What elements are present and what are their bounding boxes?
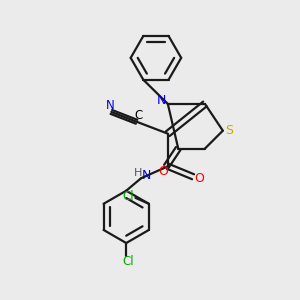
- Text: N: N: [142, 169, 151, 182]
- Text: S: S: [225, 124, 233, 137]
- Text: Cl: Cl: [122, 190, 134, 203]
- Text: O: O: [158, 165, 168, 178]
- Text: C: C: [134, 109, 142, 122]
- Text: Cl: Cl: [122, 255, 134, 268]
- Text: H: H: [134, 168, 142, 178]
- Text: N: N: [157, 94, 166, 107]
- Text: O: O: [195, 172, 205, 185]
- Text: N: N: [106, 99, 114, 112]
